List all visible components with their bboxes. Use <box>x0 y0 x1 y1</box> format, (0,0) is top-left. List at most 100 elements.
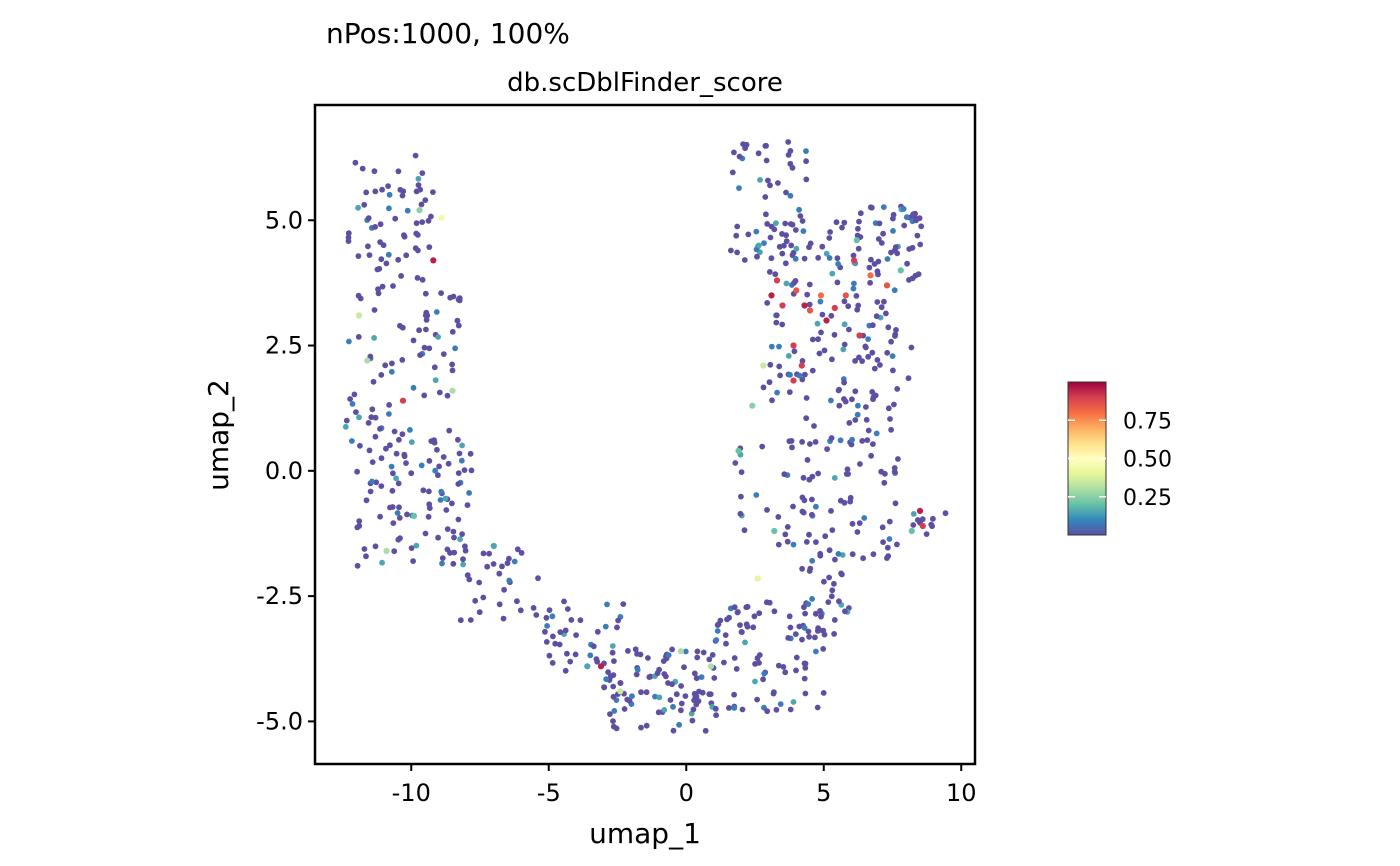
data-point <box>880 204 887 211</box>
data-point <box>514 546 521 553</box>
data-point <box>462 547 469 554</box>
data-point <box>834 279 841 286</box>
data-point <box>849 520 856 527</box>
data-point <box>354 562 361 569</box>
data-point <box>942 510 949 517</box>
data-point <box>415 247 421 254</box>
data-point <box>490 542 497 550</box>
data-point <box>814 704 821 711</box>
data-point <box>621 706 628 712</box>
data-point <box>887 416 893 422</box>
data-point <box>815 336 821 343</box>
data-point <box>593 656 600 662</box>
data-point <box>829 356 835 363</box>
data-point <box>363 189 370 196</box>
data-point <box>691 670 698 677</box>
x-tick-label: 0 <box>679 779 694 807</box>
data-point <box>455 296 462 303</box>
data-point <box>873 313 880 320</box>
data-point <box>418 462 425 469</box>
data-point <box>802 690 809 697</box>
data-point <box>855 402 861 409</box>
data-point <box>461 467 468 473</box>
data-point <box>841 396 847 402</box>
data-point <box>632 646 639 653</box>
data-point <box>496 601 503 608</box>
data-point <box>567 658 574 665</box>
data-point <box>826 255 833 261</box>
data-point <box>908 527 915 535</box>
data-point <box>831 331 838 338</box>
data-point <box>739 629 745 635</box>
data-point <box>514 598 520 605</box>
data-point <box>831 631 837 637</box>
data-point <box>805 628 812 635</box>
data-point <box>870 551 877 558</box>
data-point <box>549 613 556 620</box>
data-point <box>594 628 601 635</box>
data-point <box>781 242 787 249</box>
data-point <box>916 507 924 514</box>
data-point <box>790 342 797 349</box>
data-point <box>458 457 465 464</box>
data-point <box>347 396 353 402</box>
data-point <box>829 587 836 594</box>
data-point <box>804 291 811 298</box>
data-point <box>799 565 805 572</box>
data-point <box>386 205 392 212</box>
data-point <box>762 143 769 149</box>
data-point <box>786 389 793 395</box>
data-point <box>873 430 880 437</box>
data-point <box>425 513 432 520</box>
data-point <box>455 436 461 443</box>
data-point <box>435 534 441 541</box>
data-point <box>844 466 851 473</box>
data-point <box>809 511 815 518</box>
data-point <box>731 705 738 711</box>
data-point <box>396 515 403 521</box>
data-point <box>450 528 457 535</box>
data-point <box>480 550 487 557</box>
data-point <box>909 244 916 251</box>
data-point <box>885 405 892 412</box>
data-point <box>410 558 416 564</box>
data-point <box>449 387 456 394</box>
data-point <box>500 615 507 622</box>
data-point <box>847 498 854 505</box>
data-point <box>738 493 744 500</box>
data-point <box>610 718 616 724</box>
data-point <box>440 454 447 460</box>
data-point <box>665 652 672 658</box>
data-point <box>408 470 415 477</box>
data-point <box>731 149 737 156</box>
data-point <box>809 496 815 503</box>
data-point <box>881 479 888 486</box>
data-point <box>601 684 608 691</box>
data-point <box>428 213 434 220</box>
data-point <box>871 365 878 372</box>
data-point <box>546 607 553 613</box>
data-point <box>839 224 845 231</box>
data-point <box>822 533 829 540</box>
data-point <box>766 599 773 606</box>
data-point <box>435 472 441 479</box>
data-point <box>351 391 358 398</box>
data-point <box>450 560 457 567</box>
data-point <box>432 467 439 474</box>
data-point <box>431 439 438 446</box>
data-point <box>792 255 799 262</box>
data-point <box>792 278 799 284</box>
data-point <box>803 148 809 155</box>
data-point <box>852 358 858 364</box>
data-point <box>544 623 550 629</box>
data-point <box>895 456 901 462</box>
data-point <box>562 627 569 634</box>
data-point <box>451 549 458 556</box>
data-point <box>765 177 771 184</box>
data-point <box>816 350 823 357</box>
data-point <box>836 386 842 393</box>
data-point <box>817 298 824 305</box>
data-point <box>857 210 864 217</box>
data-point <box>750 624 757 631</box>
data-point <box>457 617 464 624</box>
